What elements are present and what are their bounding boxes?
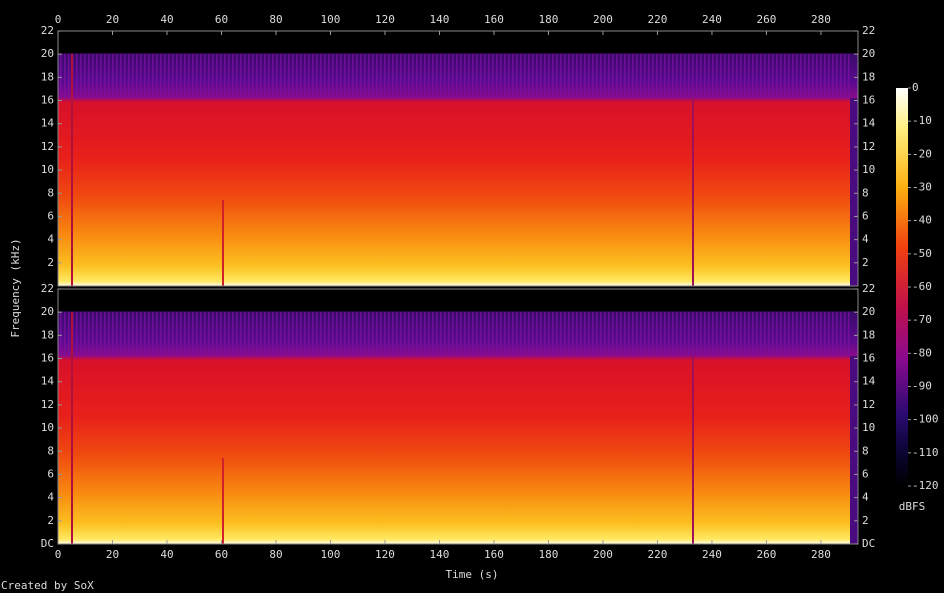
y-tick-label: 14 bbox=[862, 117, 876, 130]
y-tick-label: 22 bbox=[862, 24, 875, 37]
y-tick-label: 22 bbox=[41, 282, 54, 295]
y-tick-label: 6 bbox=[47, 209, 54, 222]
x-tick-label: 180 bbox=[539, 13, 559, 26]
x-tick-label: 200 bbox=[593, 13, 613, 26]
colorbar-tick-label: -80 bbox=[912, 346, 932, 359]
spectrogram-bottom bbox=[58, 289, 858, 544]
y-tick-label: 20 bbox=[41, 305, 54, 318]
y-tick-label: 8 bbox=[862, 186, 869, 199]
y-tick-label: 10 bbox=[41, 163, 54, 176]
y-axis-label: Frequency (kHz) bbox=[9, 238, 22, 337]
y-tick-label: 8 bbox=[47, 444, 54, 457]
x-tick-label: 220 bbox=[648, 13, 668, 26]
y-tick-label: 2 bbox=[862, 514, 869, 527]
y-tick-label: DC bbox=[862, 537, 875, 550]
colorbar-tick-label: -30 bbox=[912, 181, 932, 194]
y-tick-label: 6 bbox=[862, 209, 869, 222]
y-tick-label: 6 bbox=[862, 467, 869, 480]
y-tick-label: 14 bbox=[41, 375, 55, 388]
y-tick-label: 4 bbox=[47, 491, 54, 504]
y-tick-label: 12 bbox=[862, 398, 875, 411]
y-tick-label: 12 bbox=[41, 140, 54, 153]
y-tick-label: 18 bbox=[862, 328, 875, 341]
y-tick-label: 16 bbox=[862, 94, 875, 107]
y-tick-label: 10 bbox=[41, 421, 54, 434]
colorbar-tick-label: -10 bbox=[912, 114, 932, 127]
x-tick-label: 120 bbox=[375, 548, 395, 561]
colorbar-tick-label: 0 bbox=[912, 81, 919, 94]
x-tick-label: 180 bbox=[539, 548, 559, 561]
x-tick-label: 20 bbox=[106, 548, 119, 561]
x-tick-label: 280 bbox=[811, 13, 831, 26]
x-tick-label: 280 bbox=[811, 548, 831, 561]
x-tick-label: 60 bbox=[215, 13, 228, 26]
x-tick-label: 40 bbox=[160, 548, 173, 561]
x-tick-label: 0 bbox=[55, 548, 62, 561]
y-tick-label: 10 bbox=[862, 163, 875, 176]
y-tick-label: 12 bbox=[41, 398, 54, 411]
y-tick-label: 2 bbox=[47, 256, 54, 269]
y-tick-label: 4 bbox=[862, 233, 869, 246]
colorbar-label: dBFS bbox=[899, 500, 926, 513]
x-tick-label: 0 bbox=[55, 13, 62, 26]
x-tick-label: 80 bbox=[269, 548, 282, 561]
y-tick-label: 22 bbox=[41, 24, 54, 37]
colorbar-tick-label: -20 bbox=[912, 147, 932, 160]
x-tick-label: 120 bbox=[375, 13, 395, 26]
x-tick-label: 20 bbox=[106, 13, 119, 26]
y-tick-label: 8 bbox=[862, 444, 869, 457]
y-tick-label: 12 bbox=[862, 140, 875, 153]
y-tick-label: 10 bbox=[862, 421, 875, 434]
x-tick-label: 80 bbox=[269, 13, 282, 26]
colorbar-tick-label: -70 bbox=[912, 313, 932, 326]
y-tick-label: 20 bbox=[862, 305, 875, 318]
colorbar-tick-label: -60 bbox=[912, 280, 932, 293]
colorbar-tick-label: -40 bbox=[912, 214, 932, 227]
y-tick-label: 16 bbox=[41, 352, 54, 365]
colorbar-tick-label: -110 bbox=[912, 446, 939, 459]
panel-frame bbox=[57, 30, 859, 287]
x-tick-label: 160 bbox=[484, 548, 504, 561]
x-tick-label: 240 bbox=[702, 13, 722, 26]
y-tick-label: 16 bbox=[862, 352, 875, 365]
y-tick-label: 14 bbox=[41, 117, 55, 130]
spectrogram-top bbox=[58, 31, 858, 286]
x-axis-label: Time (s) bbox=[446, 568, 499, 581]
y-tick-label: 18 bbox=[862, 70, 875, 83]
colorbar bbox=[896, 88, 908, 486]
y-tick-label: 14 bbox=[862, 375, 876, 388]
y-tick-label: 18 bbox=[41, 328, 54, 341]
x-tick-label: 100 bbox=[321, 548, 341, 561]
y-tick-label: DC bbox=[41, 537, 54, 550]
colorbar-tick-label: -120 bbox=[912, 479, 939, 492]
y-tick-label: 4 bbox=[47, 233, 54, 246]
y-tick-label: 20 bbox=[862, 47, 875, 60]
x-tick-label: 240 bbox=[702, 548, 722, 561]
y-tick-label: 2 bbox=[862, 256, 869, 269]
colorbar-tick-label: -100 bbox=[912, 413, 939, 426]
x-tick-label: 140 bbox=[430, 548, 450, 561]
colorbar-tick-label: -50 bbox=[912, 247, 932, 260]
colorbar-tick-label: -90 bbox=[912, 380, 932, 393]
x-tick-label: 260 bbox=[757, 548, 777, 561]
y-tick-label: 20 bbox=[41, 47, 54, 60]
footer: Created by SoX bbox=[1, 579, 94, 592]
y-tick-label: 4 bbox=[862, 491, 869, 504]
x-tick-label: 140 bbox=[430, 13, 450, 26]
x-tick-label: 100 bbox=[321, 13, 341, 26]
y-tick-label: 22 bbox=[862, 282, 875, 295]
y-tick-label: 2 bbox=[47, 514, 54, 527]
y-tick-label: 6 bbox=[47, 467, 54, 480]
x-tick-label: 260 bbox=[757, 13, 777, 26]
y-tick-label: 8 bbox=[47, 186, 54, 199]
y-tick-label: 16 bbox=[41, 94, 54, 107]
panel-frame bbox=[57, 288, 859, 545]
x-tick-label: 220 bbox=[648, 548, 668, 561]
x-tick-label: 160 bbox=[484, 13, 504, 26]
x-tick-label: 40 bbox=[160, 13, 173, 26]
y-tick-label: 18 bbox=[41, 70, 54, 83]
x-tick-label: 200 bbox=[593, 548, 613, 561]
x-tick-label: 60 bbox=[215, 548, 228, 561]
